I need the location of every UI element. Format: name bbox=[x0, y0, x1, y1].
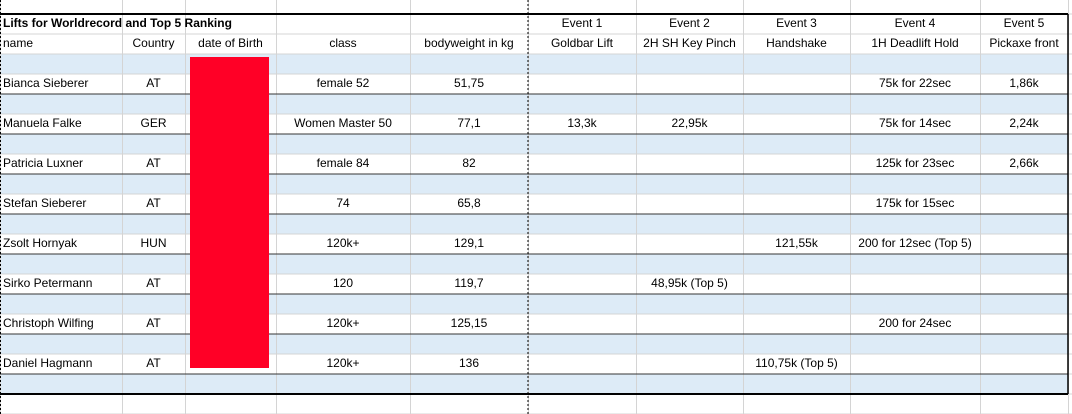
cell: Christoph Wilfing bbox=[3, 316, 94, 330]
cell: 136 bbox=[459, 356, 479, 370]
cell: 110,75k (Top 5) bbox=[755, 356, 838, 370]
event-name: Pickaxe front bbox=[989, 36, 1059, 50]
cell: Patricia Luxner bbox=[3, 156, 83, 170]
cell: 200 for 12sec (Top 5) bbox=[858, 236, 971, 250]
cell: AT bbox=[146, 196, 161, 210]
row-band bbox=[0, 134, 1068, 154]
cell: 48,95k (Top 5) bbox=[651, 276, 728, 290]
cell: 22,95k bbox=[671, 116, 708, 130]
redaction bbox=[190, 57, 269, 368]
cell: AT bbox=[146, 316, 161, 330]
column-header: class bbox=[329, 36, 356, 50]
cell: 82 bbox=[462, 156, 476, 170]
row-band bbox=[0, 94, 1068, 114]
row-band bbox=[0, 254, 1068, 274]
cell: 77,1 bbox=[457, 116, 481, 130]
cell: Women Master 50 bbox=[294, 116, 392, 130]
cell: 120k+ bbox=[326, 236, 359, 250]
cell: Sirko Petermann bbox=[3, 276, 92, 290]
cell: 13,3k bbox=[567, 116, 597, 130]
cell: 175k for 15sec bbox=[876, 196, 955, 210]
cell: female 52 bbox=[317, 76, 370, 90]
row-band bbox=[0, 294, 1068, 314]
cell: 119,7 bbox=[454, 276, 483, 290]
row-band bbox=[0, 54, 1068, 74]
column-header: bodyweight in kg bbox=[424, 36, 513, 50]
event-name: Goldbar Lift bbox=[551, 36, 614, 50]
event-label: Event 5 bbox=[1004, 16, 1045, 30]
row-band bbox=[0, 334, 1068, 354]
cell: 129,1 bbox=[454, 236, 484, 250]
event-label: Event 1 bbox=[562, 16, 603, 30]
event-name: 2H SH Key Pinch bbox=[643, 36, 736, 50]
cell: 75k for 14sec bbox=[879, 116, 951, 130]
cell: 125,15 bbox=[451, 316, 488, 330]
cell: AT bbox=[146, 76, 161, 90]
cell: 2,24k bbox=[1009, 116, 1039, 130]
cell: 51,75 bbox=[454, 76, 484, 90]
cell: HUN bbox=[141, 236, 167, 250]
cell: 75k for 22sec bbox=[879, 76, 951, 90]
cell: Bianca Sieberer bbox=[3, 76, 88, 90]
column-header: date of Birth bbox=[198, 36, 263, 50]
sheet-title: Lifts for Worldrecord and Top 5 Ranking bbox=[3, 16, 232, 30]
column-header: Country bbox=[132, 36, 174, 50]
cell: AT bbox=[146, 276, 161, 290]
cell: 74 bbox=[336, 196, 350, 210]
row-band bbox=[0, 214, 1068, 234]
row-band bbox=[0, 174, 1068, 194]
cell: Stefan Sieberer bbox=[3, 196, 86, 210]
cell: 65,8 bbox=[457, 196, 481, 210]
event-label: Event 3 bbox=[776, 16, 817, 30]
cell: Daniel Hagmann bbox=[3, 356, 92, 370]
cell: 1,86k bbox=[1009, 76, 1039, 90]
event-name: 1H Deadlift Hold bbox=[871, 36, 958, 50]
cell: 125k for 23sec bbox=[876, 156, 955, 170]
cell: AT bbox=[146, 356, 161, 370]
cell: Manuela Falke bbox=[3, 116, 82, 130]
column-header: name bbox=[3, 36, 33, 50]
cell: 200 for 24sec bbox=[879, 316, 952, 330]
event-name: Handshake bbox=[766, 36, 827, 50]
cell: 120 bbox=[333, 276, 353, 290]
cell: 120k+ bbox=[326, 316, 359, 330]
cell: 2,66k bbox=[1009, 156, 1039, 170]
cell: 120k+ bbox=[326, 356, 359, 370]
cell: AT bbox=[146, 156, 161, 170]
row-band bbox=[0, 374, 1068, 394]
cell: 121,55k bbox=[775, 236, 819, 250]
event-label: Event 4 bbox=[895, 16, 936, 30]
cell: GER bbox=[140, 116, 166, 130]
cell: female 84 bbox=[317, 156, 370, 170]
event-label: Event 2 bbox=[669, 16, 710, 30]
cell: Zsolt Hornyak bbox=[3, 236, 78, 250]
